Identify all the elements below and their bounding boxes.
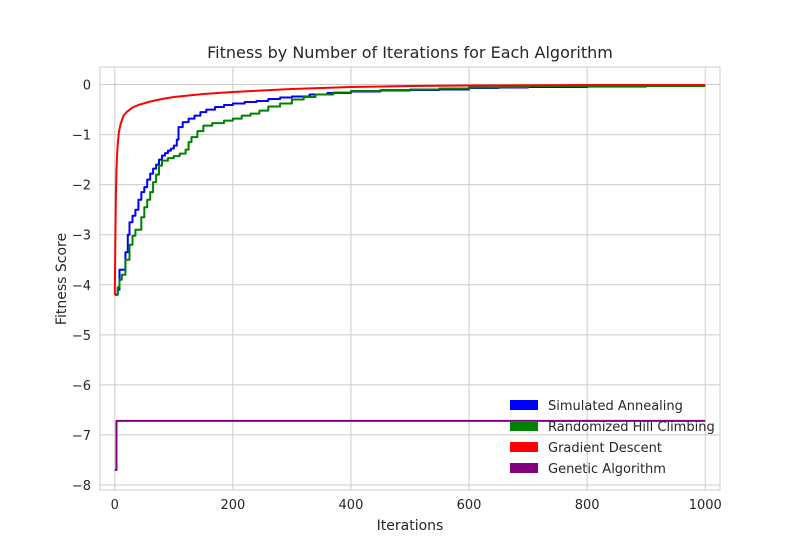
y-tick-label: −6	[72, 379, 91, 394]
legend-swatch-gradient-descent	[510, 442, 538, 452]
y-tick-label: −5	[72, 329, 91, 344]
series-line-gradient-descent	[113, 84, 706, 295]
y-tick-label: −2	[72, 179, 91, 194]
x-tick-label: 1000	[689, 498, 722, 513]
x-tick-label: 400	[339, 498, 364, 513]
legend-label-genetic-algorithm: Genetic Algorithm	[548, 462, 666, 477]
legend-swatch-simulated-annealing	[510, 400, 538, 410]
legend-swatch-genetic-algorithm	[510, 463, 538, 473]
legend: Simulated Annealing Randomized Hill Climb…	[510, 399, 715, 477]
series-layer	[113, 84, 706, 471]
y-tick-label: −4	[72, 279, 91, 294]
plot-area	[99, 66, 721, 491]
y-tick-label: −7	[72, 429, 91, 444]
y-tick-label: −8	[72, 479, 91, 494]
x-tick-label: 800	[575, 498, 600, 513]
legend-label-randomized-hill-climbing: Randomized Hill Climbing	[548, 420, 715, 435]
y-axis-ticks: 0 −1 −2 −3 −4 −5 −6 −7 −8	[72, 79, 91, 494]
y-tick-label: −1	[72, 129, 91, 144]
x-tick-label: 0	[111, 498, 119, 513]
chart-title: Fitness by Number of Iterations for Each…	[207, 43, 613, 62]
y-tick-label: 0	[83, 79, 91, 94]
series-line-genetic-algorithm	[114, 419, 706, 471]
series-line-randomized-hill-climbing	[114, 85, 706, 296]
y-axis-label: Fitness Score	[54, 233, 70, 325]
legend-label-gradient-descent: Gradient Descent	[548, 441, 662, 456]
x-tick-label: 200	[220, 498, 245, 513]
legend-label-simulated-annealing: Simulated Annealing	[548, 399, 683, 414]
x-axis-ticks: 0 200 400 600 800 1000	[111, 498, 722, 513]
legend-swatch-randomized-hill-climbing	[510, 421, 538, 431]
x-tick-label: 600	[457, 498, 482, 513]
y-tick-label: −3	[72, 229, 91, 244]
x-axis-label: Iterations	[377, 518, 444, 534]
